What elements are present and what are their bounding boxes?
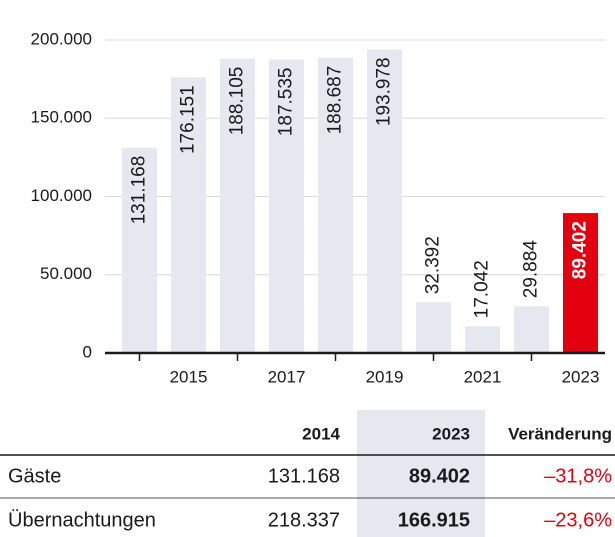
cell: –31,8%	[544, 465, 612, 487]
y-tick-label: 100.000	[31, 186, 92, 205]
bar	[171, 77, 206, 354]
x-tick-label: 2023	[562, 367, 600, 386]
value-label: 32.392	[423, 236, 444, 294]
value-label: 131.168	[129, 156, 150, 225]
bar	[318, 57, 353, 354]
y-tick-label: 0	[83, 342, 92, 361]
y-tick-label: 200.000	[31, 29, 92, 48]
bar	[563, 213, 598, 353]
row-label: Gäste	[8, 465, 61, 487]
cell: 131.168	[268, 465, 340, 487]
x-tick-label: 2015	[170, 367, 208, 386]
cell: –23,6%	[544, 509, 612, 531]
y-tick-label: 50.000	[40, 264, 92, 283]
value-label: 89.402	[570, 221, 591, 279]
x-tick-label: 2019	[366, 367, 404, 386]
bar	[416, 302, 451, 353]
value-label: 17.042	[472, 260, 493, 318]
highlight-column	[357, 410, 485, 537]
column-header: 2023	[432, 424, 470, 443]
x-tick-label: 2017	[268, 367, 306, 386]
cell: 218.337	[268, 509, 340, 531]
cell: 89.402	[409, 465, 470, 487]
value-label: 29.884	[521, 240, 542, 299]
value-label: 193.978	[374, 57, 395, 126]
column-header: Veränderung	[508, 424, 612, 443]
column-header: 2014	[302, 424, 340, 443]
bar	[122, 147, 157, 353]
cell: 166.915	[398, 509, 470, 531]
value-label: 188.105	[227, 67, 248, 136]
bar	[220, 58, 255, 354]
value-label: 176.151	[178, 85, 199, 154]
bar	[269, 59, 304, 354]
bar	[514, 306, 549, 353]
row-label: Übernachtungen	[8, 509, 156, 531]
value-label: 188.687	[325, 66, 346, 135]
bar	[465, 326, 500, 353]
x-tick-label: 2021	[464, 367, 502, 386]
value-label: 187.535	[276, 68, 297, 137]
y-tick-label: 150.000	[31, 108, 92, 127]
bar	[367, 49, 402, 353]
